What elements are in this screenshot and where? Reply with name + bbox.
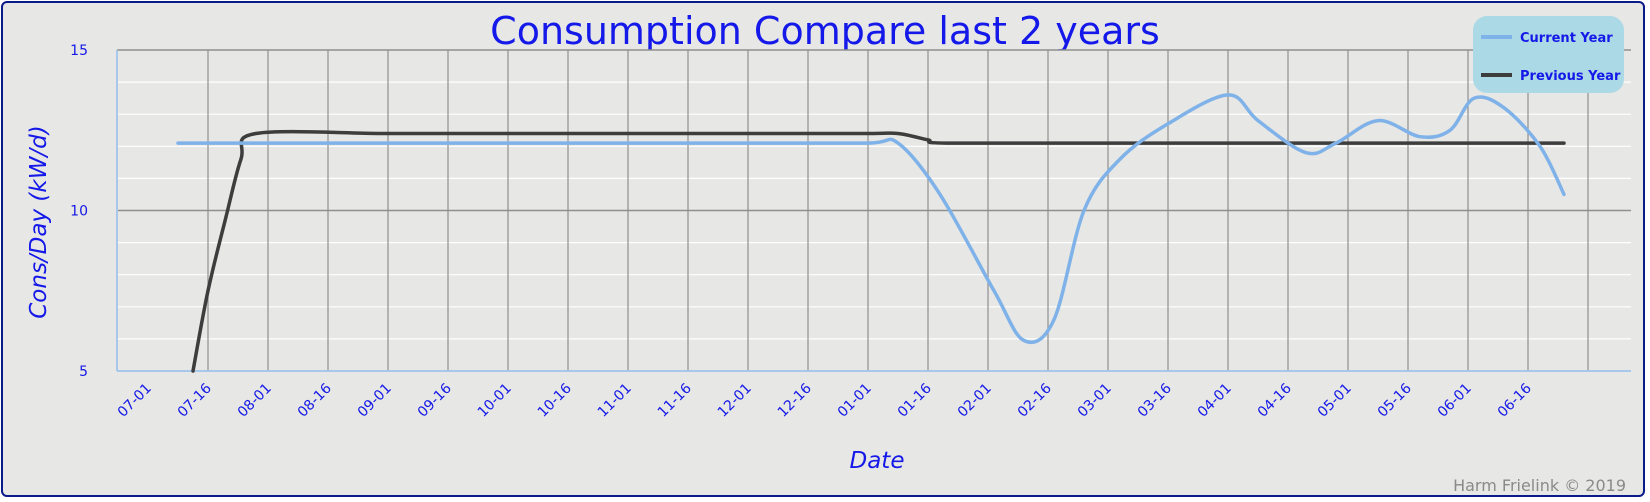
x-tick-label: 12-16 bbox=[775, 380, 815, 420]
y-axis-label: Cons/Day (kW/d) bbox=[26, 125, 52, 319]
x-tick-label: 10-01 bbox=[475, 381, 515, 421]
x-tick-label: 08-16 bbox=[295, 380, 335, 420]
legend-entry-previous-year: Previous Year bbox=[1520, 69, 1621, 84]
x-tick-label: 02-01 bbox=[955, 381, 995, 421]
series-lines bbox=[176, 93, 1566, 373]
x-tick-label: 09-01 bbox=[355, 381, 395, 421]
x-tick-label: 05-16 bbox=[1375, 380, 1415, 420]
x-tick-label: 06-01 bbox=[1435, 381, 1475, 421]
x-tick-label: 03-16 bbox=[1135, 380, 1175, 420]
legend: Current Year Previous Year bbox=[1473, 16, 1624, 93]
x-tick-label: 10-16 bbox=[535, 380, 575, 420]
x-tick-label: 06-16 bbox=[1495, 380, 1535, 420]
x-tick-label: 04-16 bbox=[1255, 380, 1295, 420]
credit-text: Harm Frielink © 2019 bbox=[1453, 476, 1626, 495]
x-tick-label: 03-01 bbox=[1075, 381, 1115, 421]
x-tick-label: 02-16 bbox=[1015, 380, 1055, 420]
x-tick-label: 09-16 bbox=[415, 380, 455, 420]
x-tick-label: 05-01 bbox=[1315, 381, 1355, 421]
grid bbox=[116, 49, 1631, 372]
chart-title: Consumption Compare last 2 years bbox=[490, 9, 1160, 53]
x-tick-label: 01-16 bbox=[895, 380, 935, 420]
y-tick-label: 5 bbox=[79, 364, 88, 380]
x-axis-label: Date bbox=[850, 448, 905, 474]
x-tick-label: 01-01 bbox=[835, 381, 875, 421]
x-tick-label: 04-01 bbox=[1195, 381, 1235, 421]
y-tick-label: 15 bbox=[70, 43, 88, 59]
x-tick-label: 07-01 bbox=[115, 381, 155, 421]
series-line-current-year bbox=[176, 93, 1566, 345]
x-tick-label: 12-01 bbox=[715, 381, 755, 421]
y-tick-label: 10 bbox=[70, 204, 88, 220]
legend-entry-current-year: Current Year bbox=[1520, 31, 1613, 46]
x-tick-label: 11-16 bbox=[655, 380, 695, 420]
x-tick-label: 07-16 bbox=[175, 380, 215, 420]
x-tick-label: 08-01 bbox=[235, 381, 275, 421]
x-tick-label: 11-01 bbox=[595, 381, 635, 421]
